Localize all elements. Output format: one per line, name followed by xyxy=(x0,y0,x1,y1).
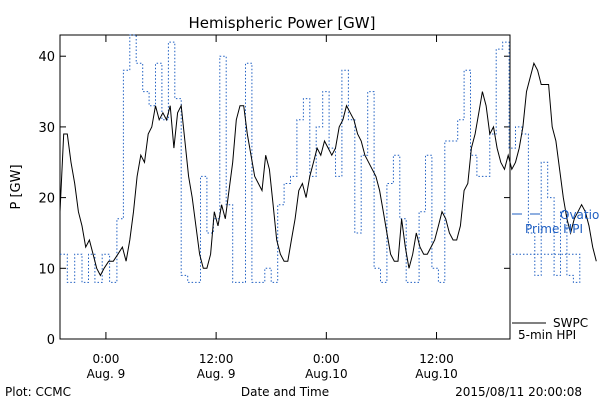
x-tick-date-label: Aug.10 xyxy=(305,367,348,381)
x-tick-time-label: 12:00 xyxy=(199,352,234,366)
x-tick-date-label: Aug.10 xyxy=(415,367,458,381)
y-tick-label: 10 xyxy=(38,262,55,277)
x-axis-label: Date and Time xyxy=(241,385,329,399)
legend-ovation: Ovation Prime HPI xyxy=(512,208,600,236)
x-tick-date-label: Aug. 9 xyxy=(87,367,126,381)
x-tick-time-label: 0:00 xyxy=(313,352,340,366)
x-tick-time-label: 0:00 xyxy=(92,352,119,366)
y-axis-label: P [GW] xyxy=(9,164,24,209)
chart-title: Hemispheric Power [GW] xyxy=(189,14,376,32)
y-axis: 0 10 20 30 40 xyxy=(38,50,510,348)
legend-swpc: SWPC 5-min HPI xyxy=(512,316,588,342)
legend-ovation-line1: Ovation xyxy=(560,208,600,222)
plot-timestamp: 2015/08/11 20:00:08 xyxy=(455,385,582,399)
series-ovation-prime-line xyxy=(60,34,581,283)
y-tick-label: 20 xyxy=(38,192,55,207)
legend-ovation-line2: Prime HPI xyxy=(525,222,583,236)
x-tick-time-label: 12:00 xyxy=(419,352,454,366)
plot-credit: Plot: CCMC xyxy=(5,385,71,399)
series-swpc-line xyxy=(59,61,597,277)
y-tick-label: 30 xyxy=(38,121,55,136)
y-tick-label: 40 xyxy=(38,50,55,65)
plot-frame xyxy=(59,34,511,340)
x-tick-date-label: Aug. 9 xyxy=(197,367,236,381)
legend-swpc-line2: 5-min HPI xyxy=(518,328,576,342)
series-layer xyxy=(59,34,597,283)
y-tick-label: 0 xyxy=(47,333,55,348)
legend-swpc-line1: SWPC xyxy=(553,316,588,330)
